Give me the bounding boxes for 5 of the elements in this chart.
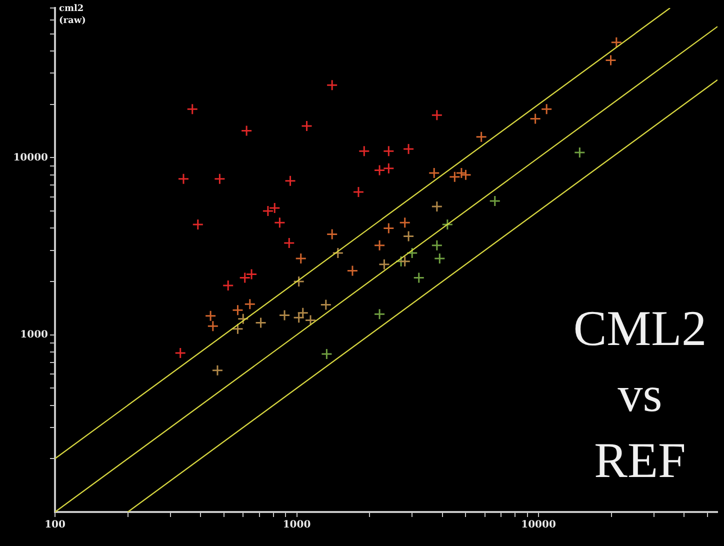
x-tick-label: 100 bbox=[44, 520, 66, 531]
annotation: CML2 vs REF bbox=[573, 300, 707, 488]
x-tick-label: 1000 bbox=[282, 520, 311, 531]
x-tick-label: 10000 bbox=[521, 520, 556, 531]
y-axis-title: cml2 (raw) bbox=[59, 4, 86, 26]
